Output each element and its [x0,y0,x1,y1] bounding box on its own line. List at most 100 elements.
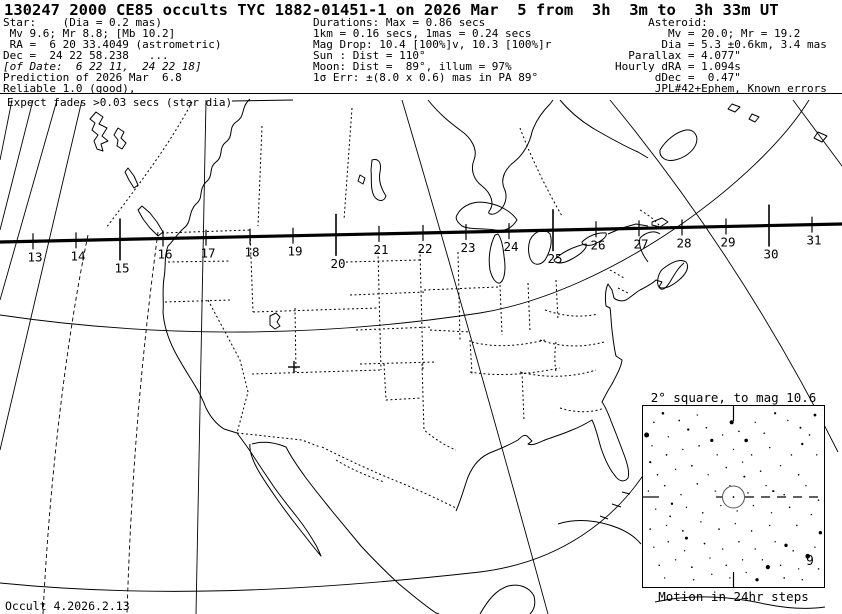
text-line: Sun : Dist = 110° [313,49,426,62]
star-dot [732,448,735,451]
star-dot [710,438,714,442]
star-dot [674,559,677,561]
path-tick-label: 18 [244,245,259,260]
star-dot [667,540,670,543]
star-dot [664,577,666,579]
star-dot [761,559,764,561]
star-dot [649,528,652,530]
star-dot [678,419,681,422]
star-dot [790,454,793,456]
graticule-meridians [0,99,842,614]
star-dot [714,490,717,492]
star-dot [787,419,789,422]
text-line: 1km = 0.16 secs, 1mas = 0.24 secs [313,27,532,40]
path-tick-label: 26 [590,237,605,252]
star-dot [813,413,817,417]
path-time-ticks: 13 14 15 16 17 18 19 20 21 22 23 24 25 26 27 28 29 30 31 [27,204,822,275]
path-tick-label: 27 [633,236,648,251]
star-dot [741,461,744,463]
star-dot [741,559,744,561]
inset-ticks [643,406,735,587]
star-dot [769,446,771,449]
occultation-path-line [0,222,842,244]
star-dot [651,445,653,447]
star-dot [738,540,740,543]
star-dot [759,470,762,472]
star-dot [754,548,756,550]
star-chart-inset [642,405,825,588]
star-dot [744,438,748,443]
event-info-block: Durations: Max = 0.86 secs 1km = 0.16 sec… [313,17,551,83]
star-dot [805,484,807,487]
text-line: JPL#42+Ephem, Known errors [615,82,827,95]
star-dot [817,499,820,501]
target-star-circle [722,485,745,509]
path-tick-label: 28 [676,235,691,250]
star-dot [738,430,740,433]
header-separator-line [0,93,842,94]
text-line: dDec = 0.47" [615,71,741,84]
star-dot [658,564,661,567]
star-dot [763,432,766,434]
star-dot [784,543,788,548]
star-dot [709,557,711,559]
star-dot [734,522,737,525]
text-line: Dec = 24 22 58.238 ... [3,49,169,62]
star-dot [805,553,811,559]
star-dot [774,541,776,543]
star-info-block: Star: (Dia = 0.2 mas) Mv 9.6; Mr 8.8; [M… [3,17,222,94]
star-dot [720,504,722,507]
star-dot [779,564,782,567]
star-dot [680,493,682,496]
star-dot [698,445,700,447]
magnitude-label: 9 [806,554,814,569]
star-dot [682,448,684,451]
star-dot [644,432,650,438]
star-dot [797,473,800,476]
text-line: Durations: Max = 0.86 secs [313,16,486,29]
star-field [643,406,824,587]
star-dot [690,464,693,467]
fades-note: Expect fades >0.03 secs (star dia) [7,96,233,109]
star-dot [665,453,668,456]
star-dot [684,536,688,540]
star-dot [653,546,655,548]
text-line: Asteroid: [615,16,708,29]
star-dot [721,548,724,550]
path-tick-label: 23 [460,240,475,255]
star-dot [732,496,735,498]
star-dot [752,504,755,507]
path-tick-label: 21 [373,242,388,257]
star-dot [745,571,747,574]
text-line: RA = 6 20 33.4049 (astrometric) [3,38,222,51]
star-dot [788,506,791,509]
text-line: Hourly dRA = 1.094s [615,60,741,73]
inset-caption: Motion in 24hr steps [658,589,809,604]
star-dot [747,492,749,494]
text-line: Star: (Dia = 0.2 mas) [3,16,162,29]
star-dot [685,506,688,509]
star-dot [711,573,713,576]
star-dot [779,465,782,467]
star-dot [729,577,731,579]
star-dot [674,468,677,471]
inset-title: 2° square, to mag 10.6 [650,390,817,405]
star-dot [663,484,666,487]
path-tick-label: 25 [547,251,562,266]
star-dot [696,414,698,416]
star-dot [736,510,738,512]
star-dot [754,421,756,423]
path-tick-label: 17 [200,246,215,261]
star-dot [670,502,674,505]
text-line: Mv = 20.0; Mr = 19.2 [615,27,801,40]
star-dot [792,550,795,552]
star-dot [816,454,818,456]
star-dot [703,542,706,545]
star-dot [647,490,650,492]
limit-curves [42,231,159,614]
star-dot [801,442,804,446]
star-dot [755,578,759,582]
star-dot [707,474,709,476]
star-dot [683,550,686,552]
